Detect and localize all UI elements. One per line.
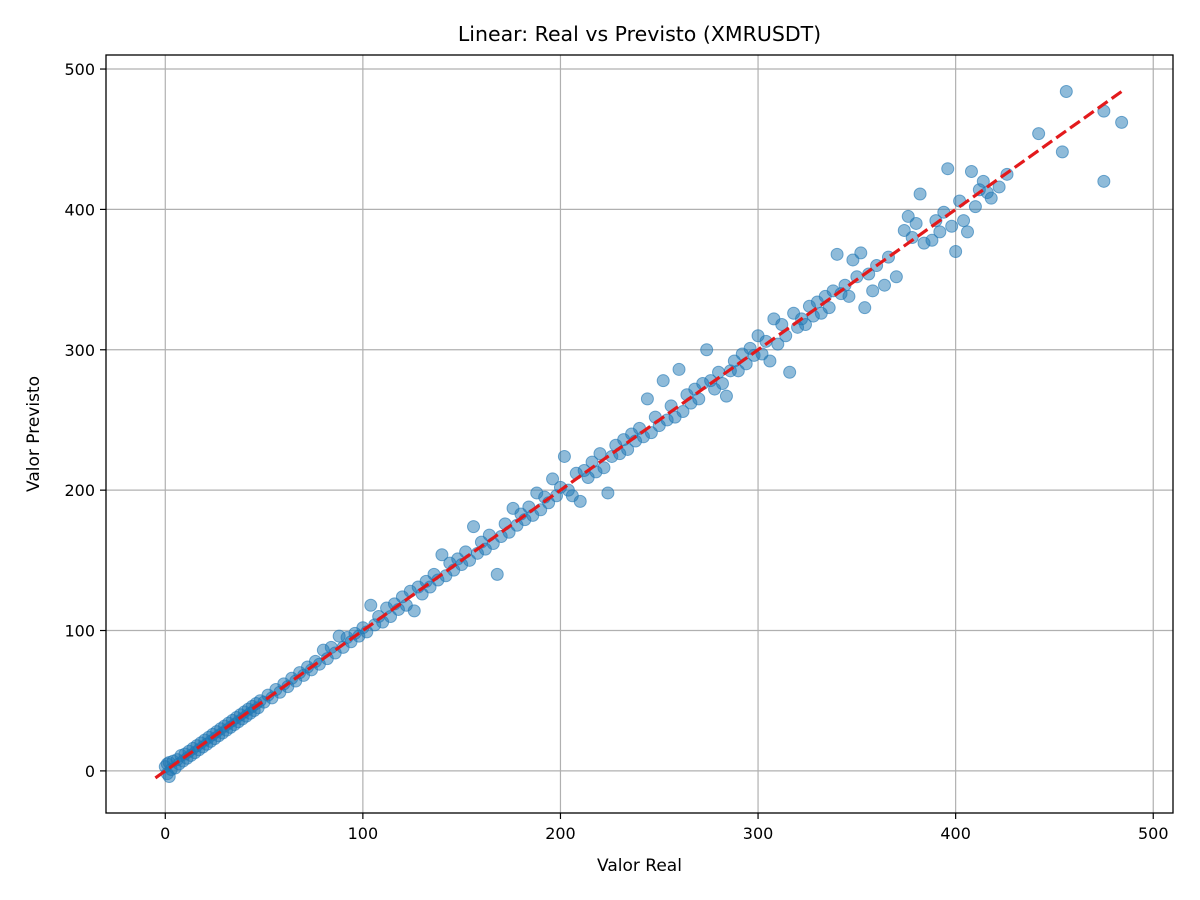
y-tick-label: 500 [64,60,95,79]
scatter-point [889,270,903,284]
scatter-point [909,216,923,230]
scatter-point [1115,115,1129,129]
scatter-point [1097,174,1111,188]
scatter-point [775,318,789,332]
y-tick-label: 0 [85,762,95,781]
scatter-point [715,376,729,390]
scatter-point [546,472,560,486]
scatter-point [763,354,777,368]
scatter-point [1055,145,1069,159]
scatter-point [968,200,982,214]
scatter-point [597,461,611,475]
scatter-point [822,301,836,315]
scatter-point [672,362,686,376]
scatter-point [771,337,785,351]
x-tick-label: 500 [1138,824,1169,843]
scatter-point [783,365,797,379]
scatter-point [601,486,615,500]
scatter-point [842,289,856,303]
x-tick-label: 200 [545,824,576,843]
x-axis-label: Valor Real [597,856,682,876]
scatter-point [933,225,947,239]
scatter-point [964,165,978,179]
y-tick-label: 400 [64,200,95,219]
scatter-point [992,180,1006,194]
x-tick-label: 100 [348,824,379,843]
y-tick-label: 300 [64,341,95,360]
scatter-point [640,392,654,406]
scatter-point [490,567,504,581]
scatter-point [1059,84,1073,98]
scatter-point [925,233,939,247]
points-layer [158,84,1129,784]
scatter-point [941,162,955,176]
scatter-point [573,494,587,508]
x-tick-label: 400 [940,824,971,843]
y-tick-label: 200 [64,481,95,500]
x-tick-label: 0 [160,824,170,843]
scatter-point [719,389,733,403]
scatter-point [798,318,812,332]
scatter-point [878,278,892,292]
scatter-point [692,392,706,406]
scatter-point [913,187,927,201]
ticks-layer: 0 100 200 300 400 500 0 100 200 300 400 500 [64,60,1168,843]
scatter-point [700,343,714,357]
y-tick-label: 100 [64,622,95,641]
scatter-point [676,405,690,419]
x-tick-label: 300 [743,824,774,843]
scatter-point [945,219,959,233]
scatter-point [1032,127,1046,141]
scatter-point [858,301,872,315]
scatter-point [830,247,844,261]
scatter-point [949,245,963,259]
scatter-point [957,214,971,228]
grid-layer [106,55,1173,813]
scatter-point [557,449,571,463]
chart-title: Linear: Real vs Previsto (XMRUSDT) [458,22,821,46]
scatter-point [976,174,990,188]
scatter-point [961,225,975,239]
plot-frame [105,54,1174,814]
scatter-point [364,598,378,612]
scatter-point [656,374,670,388]
scatter-point [435,548,449,562]
scatter-point [854,246,868,260]
reference-line [154,88,1125,780]
scatter-point [984,191,998,205]
scatter-point [866,284,880,298]
y-axis-label: Valor Previsto [24,376,44,492]
reference-line-layer [154,88,1125,780]
scatter-point [407,604,421,618]
scatter-point [467,520,481,534]
